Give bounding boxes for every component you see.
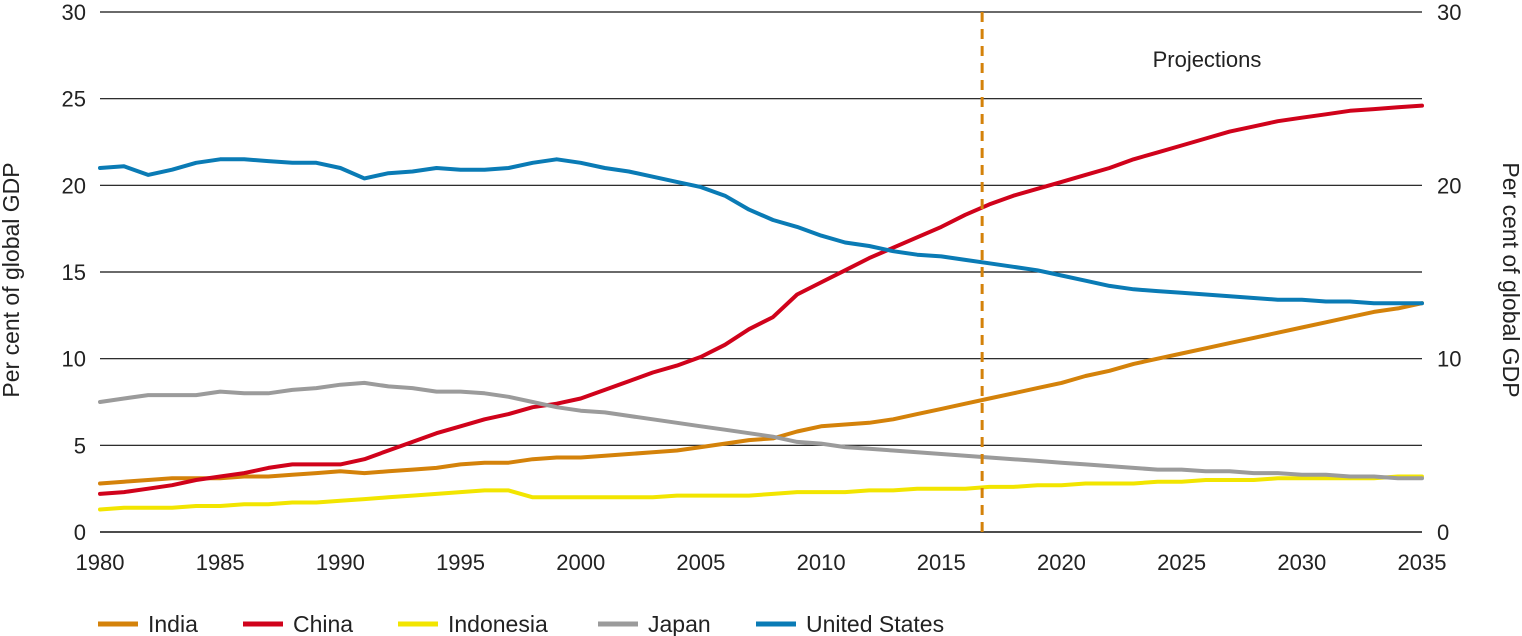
y-left-tick-label: 20 bbox=[62, 173, 86, 198]
legend-label: Indonesia bbox=[448, 611, 548, 636]
series-line-united-states bbox=[98, 157, 1424, 306]
y-right-tick-label: 30 bbox=[1437, 0, 1461, 25]
y-left-tick-label: 10 bbox=[62, 347, 86, 372]
x-axis-ticks: 1980 1985 1990 1995 2000 2005 2010 2015 2020 2025… bbox=[76, 550, 1447, 575]
y-axis-right-title: Per cent of global GDP bbox=[1498, 162, 1522, 397]
x-tick-label: 2025 bbox=[1157, 550, 1206, 575]
projections-label: Projections bbox=[1153, 47, 1262, 72]
x-tick-label: 2005 bbox=[676, 550, 725, 575]
gridlines bbox=[100, 11, 1422, 533]
x-tick-label: 2015 bbox=[917, 550, 966, 575]
x-tick-label: 2000 bbox=[556, 550, 605, 575]
series-lines bbox=[98, 103, 1424, 512]
x-tick-label: 1985 bbox=[196, 550, 245, 575]
legend-label: India bbox=[148, 611, 198, 636]
x-tick-label: 2020 bbox=[1037, 550, 1086, 575]
series-line-indonesia bbox=[98, 474, 1424, 512]
y-left-tick-label: 0 bbox=[74, 520, 86, 545]
legend-label: United States bbox=[806, 611, 944, 636]
series-line-china bbox=[98, 103, 1424, 496]
y-left-tick-label: 30 bbox=[62, 0, 86, 25]
series-line-india bbox=[98, 301, 1424, 486]
y-right-tick-label: 10 bbox=[1437, 347, 1461, 372]
y-axis-right-ticks: 0 10 20 30 bbox=[1437, 0, 1461, 545]
legend: India China Indonesia Japan United States bbox=[98, 611, 944, 636]
series-line-japan bbox=[98, 380, 1424, 481]
y-axis-left-title: Per cent of global GDP bbox=[0, 162, 24, 397]
x-tick-label: 1980 bbox=[76, 550, 125, 575]
legend-label: Japan bbox=[648, 611, 711, 636]
y-left-tick-label: 5 bbox=[74, 433, 86, 458]
y-right-tick-label: 0 bbox=[1437, 520, 1449, 545]
legend-label: China bbox=[293, 611, 353, 636]
x-tick-label: 2010 bbox=[797, 550, 846, 575]
projection-annotation: Projections bbox=[980, 12, 1262, 532]
x-tick-label: 1990 bbox=[316, 550, 365, 575]
y-left-tick-label: 15 bbox=[62, 260, 86, 285]
x-tick-label: 2030 bbox=[1277, 550, 1326, 575]
x-tick-label: 1995 bbox=[436, 550, 485, 575]
y-left-tick-label: 25 bbox=[62, 87, 86, 112]
y-right-tick-label: 20 bbox=[1437, 173, 1461, 198]
x-tick-label: 2035 bbox=[1398, 550, 1447, 575]
y-axis-left-ticks: 0 5 10 15 20 25 30 bbox=[62, 0, 86, 545]
